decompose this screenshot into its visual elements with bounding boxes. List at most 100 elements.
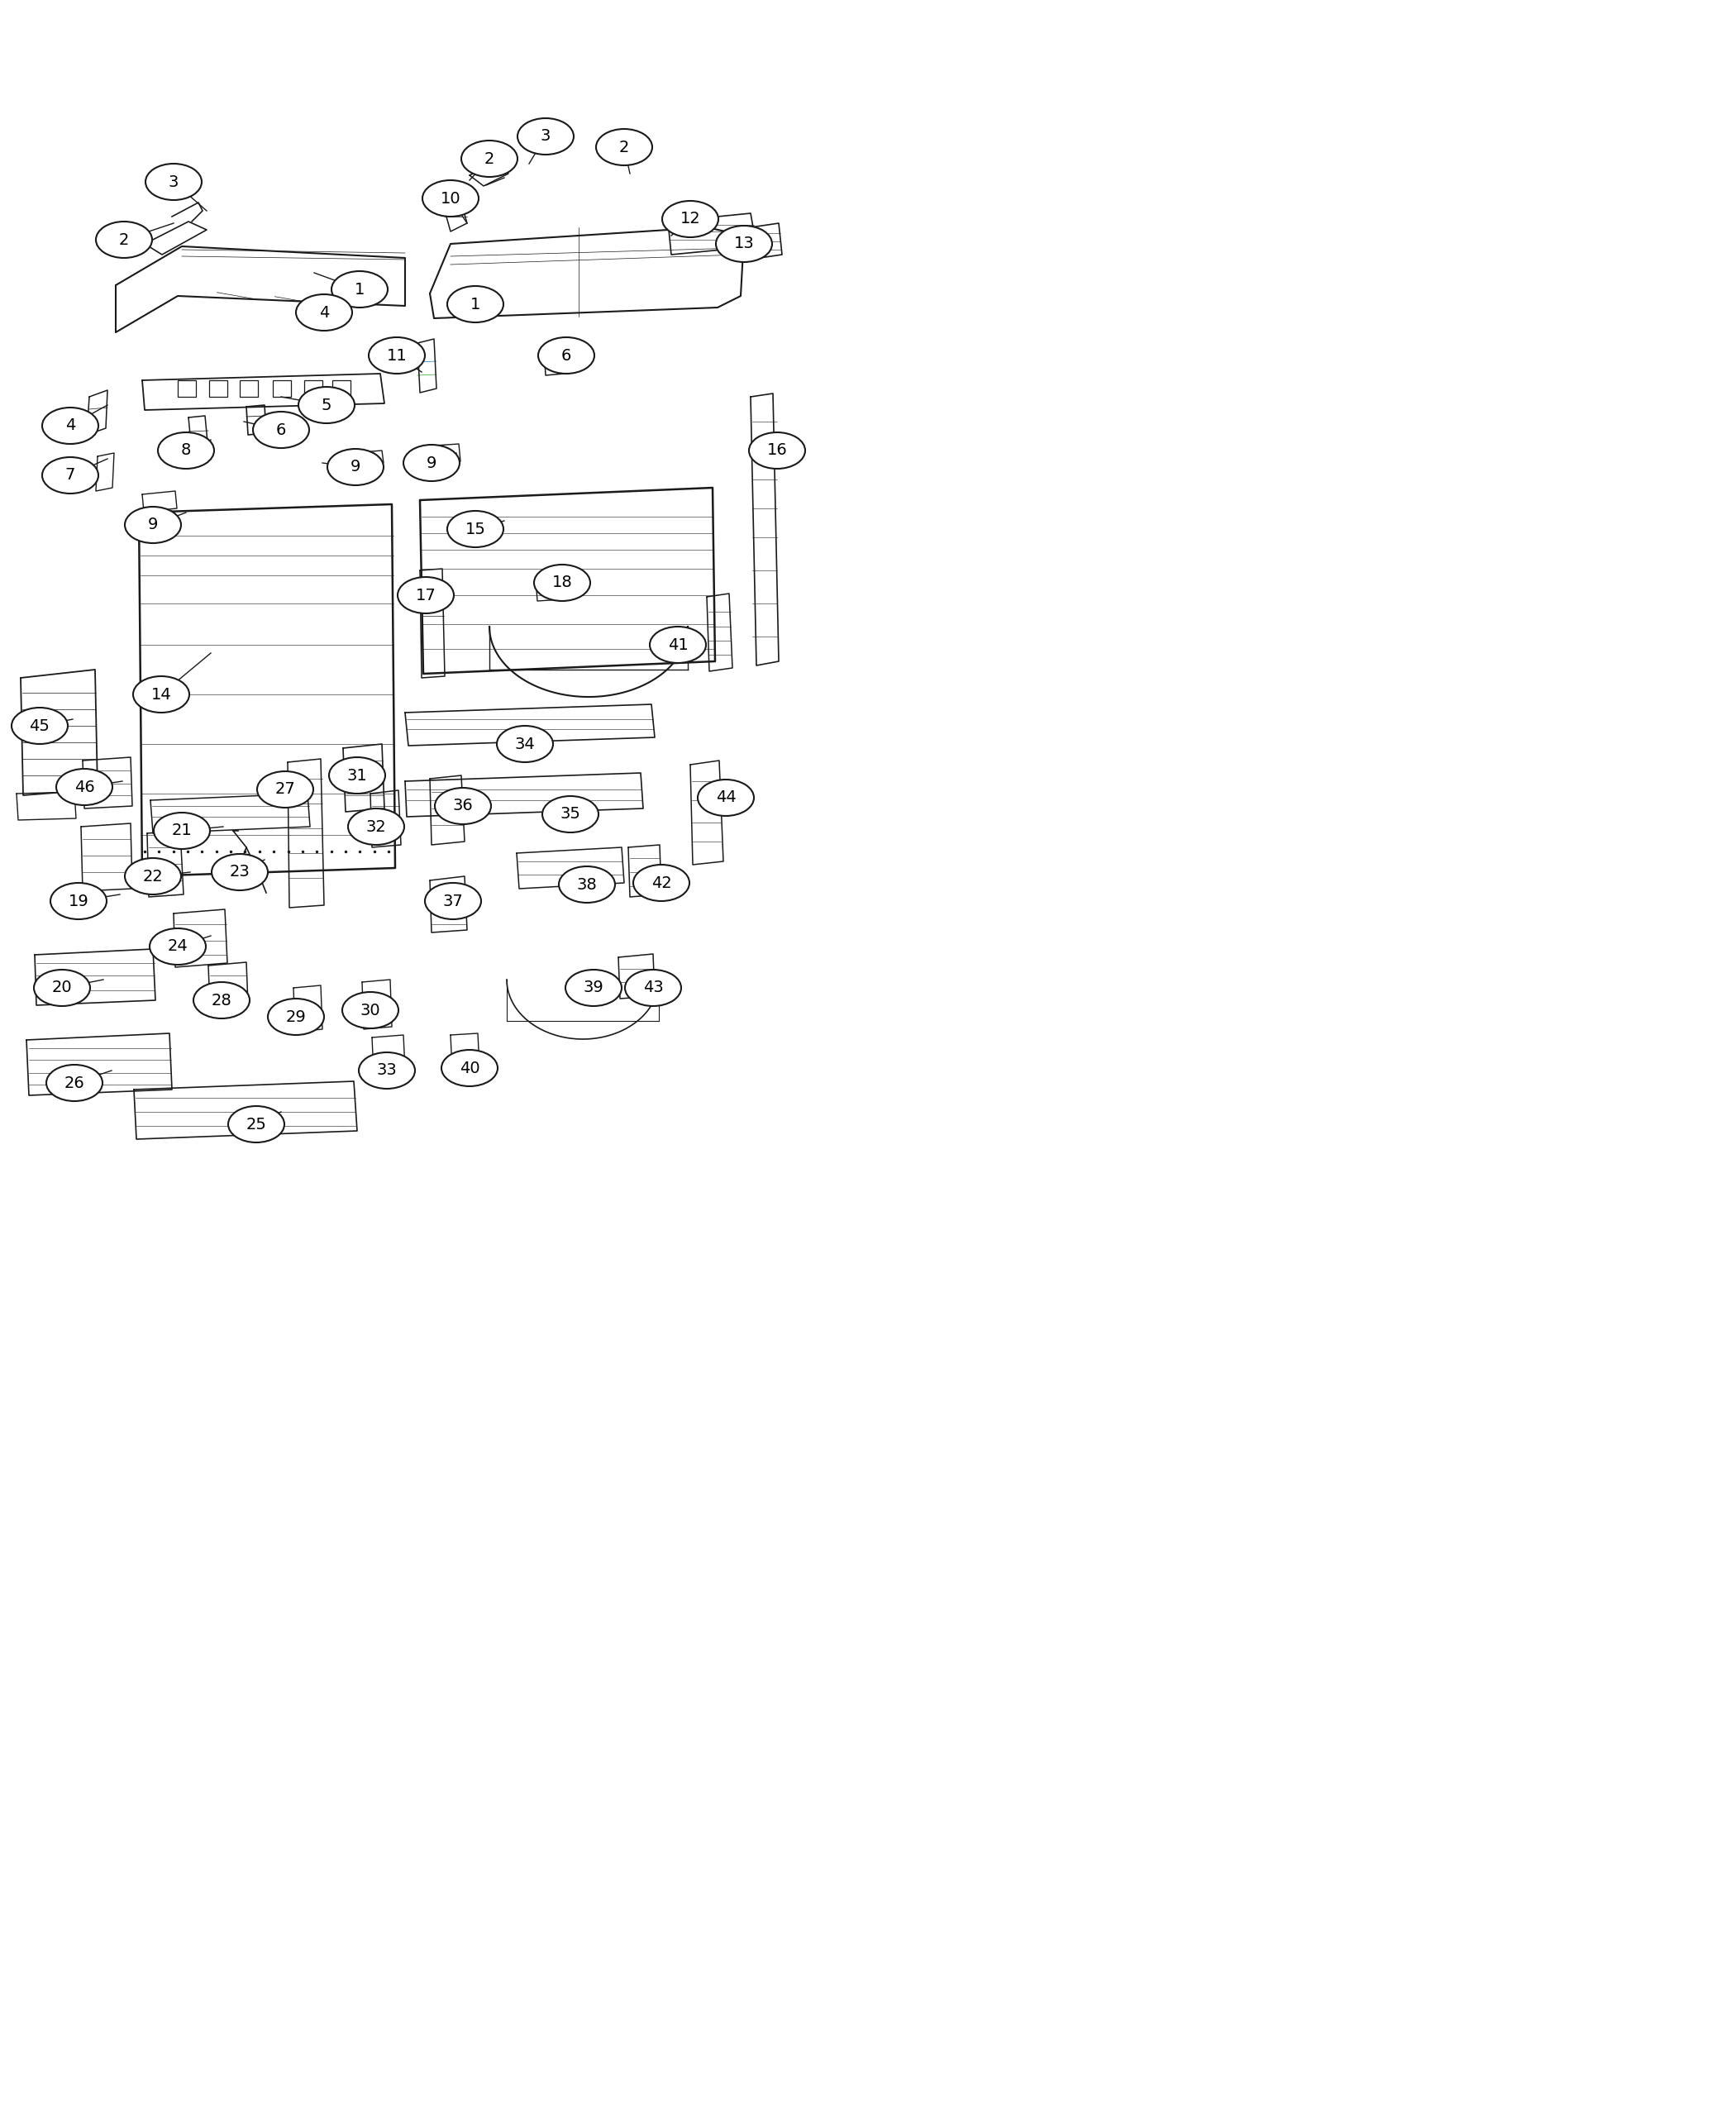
Ellipse shape [149,928,207,965]
Ellipse shape [434,788,491,824]
Ellipse shape [566,970,621,1006]
Ellipse shape [193,982,250,1018]
Ellipse shape [448,287,503,323]
Ellipse shape [661,200,719,238]
Text: 33: 33 [377,1062,398,1079]
Text: 35: 35 [561,807,580,822]
Ellipse shape [299,388,354,424]
Ellipse shape [715,226,773,261]
Ellipse shape [398,578,453,613]
Text: 6: 6 [276,422,286,438]
Ellipse shape [257,772,312,807]
Text: 37: 37 [443,894,464,909]
Text: 14: 14 [151,687,172,702]
Ellipse shape [634,864,689,900]
Bar [208,379,227,396]
Ellipse shape [748,432,806,468]
Bar [177,379,196,396]
Text: 3: 3 [168,175,179,190]
Ellipse shape [559,866,615,902]
Text: 6: 6 [561,348,571,363]
Text: 27: 27 [274,782,295,797]
Ellipse shape [50,883,106,919]
Text: 39: 39 [583,980,604,995]
Ellipse shape [422,179,479,217]
Text: 36: 36 [453,799,474,814]
Text: 11: 11 [387,348,406,363]
Bar [273,379,292,396]
Text: 40: 40 [460,1060,479,1075]
Text: 13: 13 [734,236,753,251]
Text: 32: 32 [366,818,387,835]
Text: 43: 43 [642,980,663,995]
Ellipse shape [330,757,385,793]
Text: 38: 38 [576,877,597,892]
Text: 2: 2 [620,139,628,156]
Text: 9: 9 [351,460,361,474]
Text: 2: 2 [484,152,495,167]
Text: 42: 42 [651,875,672,892]
Ellipse shape [146,164,201,200]
Text: 46: 46 [75,780,94,795]
Ellipse shape [403,445,460,481]
Ellipse shape [595,129,653,164]
Ellipse shape [95,221,153,257]
Ellipse shape [698,780,753,816]
Text: 12: 12 [681,211,701,228]
Ellipse shape [134,677,189,713]
Ellipse shape [42,407,99,445]
Ellipse shape [212,854,267,890]
Text: 26: 26 [64,1075,85,1090]
Ellipse shape [125,858,181,894]
Text: 34: 34 [514,736,535,753]
Text: 23: 23 [229,864,250,879]
Text: 4: 4 [66,417,75,434]
Ellipse shape [227,1107,285,1143]
Text: 41: 41 [668,637,687,653]
Ellipse shape [625,970,681,1006]
Ellipse shape [517,118,573,154]
Text: 22: 22 [142,868,163,883]
Ellipse shape [448,510,503,548]
Text: 5: 5 [321,396,332,413]
Ellipse shape [368,337,425,373]
Bar [240,379,259,396]
Ellipse shape [253,411,309,449]
Ellipse shape [267,999,325,1035]
Ellipse shape [425,883,481,919]
Text: 19: 19 [68,894,89,909]
Text: 4: 4 [319,306,330,320]
Text: 21: 21 [172,822,193,839]
Text: 30: 30 [359,1001,380,1018]
Text: 24: 24 [167,938,187,955]
Text: 1: 1 [354,282,365,297]
Text: 28: 28 [212,993,233,1008]
Ellipse shape [42,457,99,493]
Text: 2: 2 [118,232,128,247]
Text: 7: 7 [66,468,75,483]
Text: 15: 15 [465,521,486,538]
Text: 20: 20 [52,980,73,995]
Ellipse shape [462,141,517,177]
Ellipse shape [535,565,590,601]
Ellipse shape [496,725,554,763]
Ellipse shape [155,812,210,850]
Ellipse shape [12,708,68,744]
Ellipse shape [649,626,707,664]
Text: 9: 9 [427,455,437,470]
Ellipse shape [158,432,214,468]
Ellipse shape [56,769,113,805]
Ellipse shape [125,506,181,544]
Ellipse shape [328,449,384,485]
Text: 1: 1 [470,297,481,312]
Text: 3: 3 [540,129,550,143]
Text: 16: 16 [767,443,788,457]
Ellipse shape [295,295,352,331]
Ellipse shape [47,1065,102,1100]
Text: 45: 45 [30,719,50,734]
Text: 8: 8 [181,443,191,457]
Ellipse shape [359,1052,415,1088]
Ellipse shape [332,272,387,308]
Text: 31: 31 [347,767,368,784]
Ellipse shape [347,809,404,845]
